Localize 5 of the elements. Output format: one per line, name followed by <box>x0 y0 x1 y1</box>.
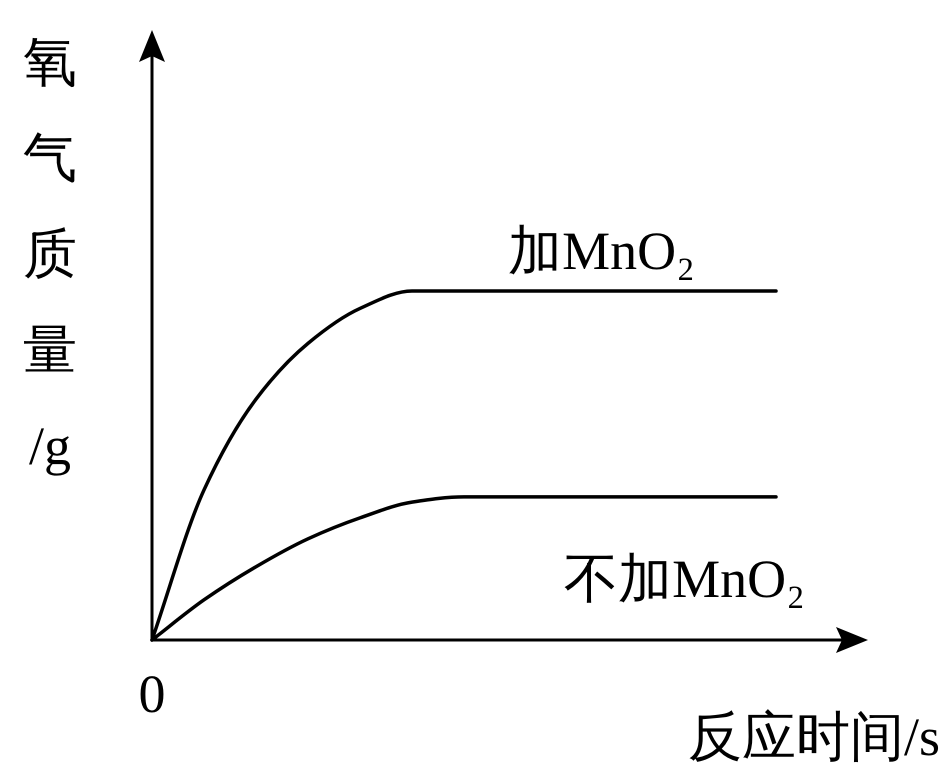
x-axis-title: 反应时间/s <box>688 707 940 767</box>
y-axis-title: 氧气质量/g <box>23 32 77 476</box>
series-label: 加MnO₂ <box>508 221 695 281</box>
text: 0 <box>138 664 166 724</box>
series-label: 不加MnO₂ <box>564 548 805 609</box>
